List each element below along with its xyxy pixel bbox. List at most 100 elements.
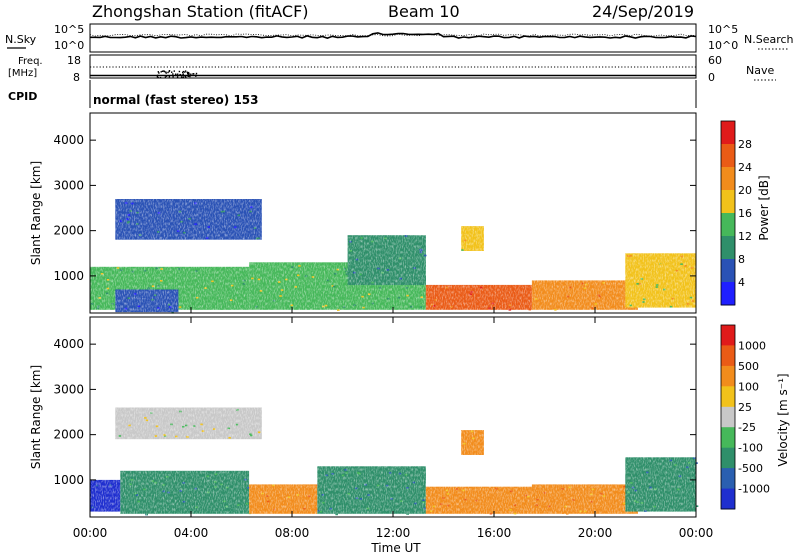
y-tick-label: 4000 bbox=[53, 337, 84, 351]
nave-dip-point bbox=[187, 72, 190, 74]
nave-dip-point bbox=[195, 72, 198, 75]
colorbar-swatch bbox=[721, 167, 735, 191]
colorbar-swatch bbox=[721, 427, 735, 449]
colorbar-swatch bbox=[721, 282, 735, 306]
nave-dip-point bbox=[174, 74, 177, 77]
colorbar-tick-label: 4 bbox=[738, 276, 745, 289]
colorbar-swatch bbox=[721, 468, 735, 489]
colorbar-tick-label: 20 bbox=[738, 184, 752, 197]
nave-dip-point bbox=[185, 76, 187, 79]
date-label: 24/Sep/2019 bbox=[592, 2, 694, 21]
cpid-text: normal (fast stereo) 153 bbox=[93, 93, 259, 107]
nave-dip-point bbox=[172, 76, 174, 78]
nave-dip-point bbox=[178, 70, 181, 73]
colorbar-tick-label: 1000 bbox=[738, 339, 766, 352]
nave-dip-point bbox=[188, 74, 190, 76]
nsearch-tick-top: 10^5 bbox=[708, 23, 738, 36]
colorbar-tick-label: 25 bbox=[738, 401, 752, 414]
freq-tick-top: 18 bbox=[67, 54, 81, 67]
colorbar-swatch bbox=[721, 447, 735, 469]
x-tick-label: 00:00 bbox=[679, 526, 714, 540]
noise-panel: N.Sky 10^5 10^0 10^5 10^0 N.Search bbox=[5, 23, 794, 53]
velocity-texture bbox=[90, 317, 696, 517]
cpid-panel: CPID normal (fast stereo) 153 bbox=[8, 80, 697, 108]
power-texture bbox=[90, 113, 696, 313]
freq-unit-label: [MHz] bbox=[8, 68, 37, 79]
y-tick-label: 1000 bbox=[53, 269, 84, 283]
nsearch-label: N.Search bbox=[744, 33, 794, 46]
nave-dip-point bbox=[181, 76, 183, 79]
colorbar-swatch bbox=[721, 236, 735, 260]
nave-dip-point bbox=[165, 75, 168, 77]
colorbar-swatch bbox=[721, 190, 735, 214]
power-colorbar-label: Power [dB] bbox=[757, 175, 771, 240]
nave-dip-point bbox=[156, 75, 159, 78]
nave-dip-points bbox=[156, 70, 198, 79]
nave-dip-point bbox=[168, 76, 171, 78]
nave-dip-point bbox=[171, 71, 173, 73]
x-tick-label: 12:00 bbox=[376, 526, 411, 540]
nave-dip-point bbox=[184, 75, 186, 77]
nave-dip-point bbox=[173, 70, 175, 72]
nave-dip-point bbox=[157, 71, 159, 73]
nave-dip-point bbox=[193, 73, 195, 75]
nave-dip-point bbox=[177, 73, 179, 75]
colorbar-tick-label: 12 bbox=[738, 230, 752, 243]
nave-dip-point bbox=[195, 74, 197, 76]
colorbar-swatch bbox=[721, 259, 735, 283]
y-tick-label: 3000 bbox=[53, 178, 84, 192]
nave-dip-point bbox=[160, 71, 162, 73]
colorbar-swatch bbox=[721, 144, 735, 168]
velocity-ylabel: Slant Range [km] bbox=[29, 365, 43, 469]
nave-dip-point bbox=[157, 76, 159, 79]
x-axis-label: Time UT bbox=[370, 541, 421, 554]
nave-dip-point bbox=[181, 74, 183, 76]
x-tick-label: 00:00 bbox=[73, 526, 108, 540]
nave-dip-point bbox=[184, 71, 186, 73]
y-tick-label: 1000 bbox=[53, 473, 84, 487]
nave-label: Nave bbox=[746, 64, 774, 77]
colorbar-tick-label: -500 bbox=[738, 462, 763, 475]
nave-dip-point bbox=[175, 73, 177, 75]
colorbar-swatch bbox=[721, 365, 735, 387]
nave-tick-top: 60 bbox=[708, 54, 722, 67]
colorbar-swatch bbox=[721, 213, 735, 237]
y-tick-label: 2000 bbox=[53, 224, 84, 238]
power-ylabel: Slant Range [km] bbox=[29, 161, 43, 265]
nsky-tick-bottom: 10^0 bbox=[54, 39, 84, 52]
nave-dip-point bbox=[186, 71, 188, 73]
nave-tick-bottom: 0 bbox=[708, 71, 715, 84]
x-tick-label: 08:00 bbox=[275, 526, 310, 540]
beam-label: Beam 10 bbox=[388, 2, 460, 21]
colorbar-swatch bbox=[721, 406, 735, 428]
nsearch-tick-bottom: 10^0 bbox=[708, 39, 738, 52]
colorbar-tick-label: 24 bbox=[738, 161, 752, 174]
colorbar-tick-label: 8 bbox=[738, 253, 745, 266]
nave-dip-point bbox=[175, 74, 178, 76]
colorbar-tick-label: 100 bbox=[738, 380, 759, 393]
colorbar-tick-label: -1000 bbox=[738, 483, 770, 496]
velocity-colorbar-label: Velocity [m s⁻¹] bbox=[776, 373, 790, 466]
colorbar-tick-label: -25 bbox=[738, 421, 756, 434]
nave-dip-point bbox=[179, 74, 181, 76]
nave-dip-point bbox=[195, 75, 197, 77]
y-tick-label: 4000 bbox=[53, 133, 84, 147]
colorbar-swatch bbox=[721, 386, 735, 408]
power-panel: 1000 2000 3000 4000 Slant Range [km] 4 8 12 16… bbox=[29, 112, 771, 314]
station-title: Zhongshan Station (fitACF) bbox=[92, 2, 309, 21]
nsky-series bbox=[90, 32, 697, 39]
nave-dip-point bbox=[176, 76, 179, 78]
x-axis: 00:00 04:00 08:00 12:00 16:00 20:00 00:00 bbox=[73, 307, 714, 540]
nave-dip-point bbox=[182, 70, 185, 73]
freq-tick-bottom: 8 bbox=[73, 71, 80, 84]
nave-dip-point bbox=[167, 71, 169, 74]
colorbar-tick-label: 16 bbox=[738, 207, 752, 220]
x-tick-label: 04:00 bbox=[174, 526, 209, 540]
nave-dip-point bbox=[163, 70, 165, 72]
colorbar-tick-label: -100 bbox=[738, 442, 763, 455]
freq-panel: Freq. [MHz] 18 8 60 0 Nave bbox=[8, 54, 776, 84]
nave-dip-point bbox=[189, 75, 191, 78]
heatmap-cell bbox=[695, 462, 698, 464]
